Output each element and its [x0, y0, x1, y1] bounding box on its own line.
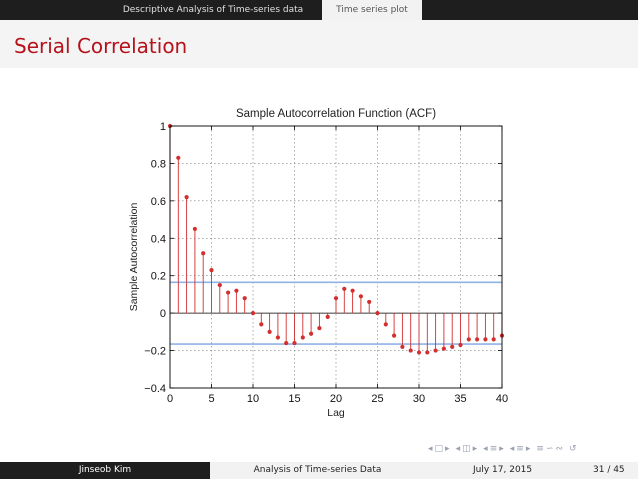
beamer-nav-icon[interactable]: ∽ — [545, 444, 554, 454]
x-tick-label: 10 — [247, 393, 259, 405]
y-tick-label: 0.2 — [151, 271, 166, 283]
acf-point — [416, 350, 422, 355]
beamer-nav-icon[interactable]: ◂ — [455, 444, 461, 454]
acf-point — [300, 335, 305, 340]
acf-point — [333, 296, 339, 301]
acf-point — [217, 282, 222, 288]
acf-point — [176, 155, 181, 160]
subsection-link[interactable]: Time series plot — [322, 0, 422, 20]
beamer-nav-icon[interactable]: ◂ — [483, 444, 488, 454]
footer-date-page: July 17, 2015 31 / 45 — [425, 462, 638, 479]
section-link[interactable]: Descriptive Analysis of Time-series data — [122, 5, 304, 15]
beamer-nav-icon[interactable]: ∾ — [555, 444, 564, 454]
beamer-nav-icon[interactable]: ▸ — [472, 444, 478, 454]
x-tick-label: 30 — [413, 393, 425, 405]
y-tick-label: 0.4 — [151, 233, 166, 245]
acf-point — [458, 342, 463, 348]
acf-point — [309, 331, 314, 336]
acf-point — [242, 296, 247, 301]
acf-point — [292, 340, 297, 346]
x-tick-label: 15 — [288, 393, 300, 405]
acf-point — [284, 340, 289, 346]
footer-page-number: 31 / 45 — [593, 465, 625, 475]
x-tick-label: 35 — [454, 393, 466, 405]
footer-bar: Jinseob Kim Analysis of Time-series Data… — [0, 462, 638, 479]
beamer-nav-icon[interactable]: ≡ — [516, 444, 524, 454]
frame-title: Serial Correlation — [14, 34, 188, 58]
acf-point — [367, 299, 372, 305]
acf-point — [209, 268, 214, 273]
y-tick-label: 0.8 — [151, 158, 166, 170]
beamer-nav-icon[interactable]: ▸ — [445, 444, 450, 454]
acf-point — [342, 286, 347, 291]
x-tick-label: 20 — [330, 393, 342, 405]
acf-point — [184, 195, 189, 200]
acf-point — [433, 348, 438, 353]
y-axis-label: Sample Autocorrelation — [128, 203, 140, 312]
acf-point — [250, 311, 256, 316]
y-tick-label: 0 — [160, 308, 166, 320]
x-tick-label: 25 — [371, 393, 383, 405]
beamer-navigation-symbols[interactable]: ◂ □ ▸ ◂ ◫ ▸ ◂ ≡ ▸ ◂ ≡ ▸ ≡ ∽ ∾ ↺ — [428, 444, 579, 454]
acf-point — [317, 326, 322, 331]
beamer-nav-icon[interactable]: ◫ — [462, 444, 471, 454]
x-tick-label: 40 — [496, 393, 508, 405]
acf-point — [275, 335, 280, 340]
footer-title: Analysis of Time-series Data — [210, 462, 425, 479]
acf-point — [192, 226, 197, 232]
beamer-nav-icon[interactable]: ▸ — [525, 444, 531, 454]
beamer-nav-icon[interactable]: ≡ — [489, 444, 498, 454]
section-navigation-bar: Descriptive Analysis of Time-series data… — [0, 0, 638, 20]
acf-point — [425, 350, 430, 355]
acf-point — [234, 288, 239, 293]
beamer-nav-icon[interactable]: □ — [434, 444, 444, 454]
beamer-nav-icon[interactable]: ▸ — [499, 444, 504, 454]
y-tick-label: 1 — [160, 121, 166, 133]
acf-point — [350, 288, 355, 293]
acf-point — [450, 344, 455, 349]
acf-point — [358, 294, 363, 299]
acf-point — [383, 322, 388, 327]
beamer-nav-icon[interactable]: ◂ — [428, 444, 433, 454]
acf-point — [408, 348, 413, 353]
beamer-nav-icon[interactable]: ↺ — [569, 444, 577, 454]
acf-point — [259, 322, 264, 327]
acf-point — [491, 337, 496, 342]
acf-point — [226, 290, 231, 295]
acf-point — [483, 337, 488, 342]
footer-author: Jinseob Kim — [0, 462, 210, 479]
acf-point — [375, 311, 380, 316]
acf-chart: Sample Autocorrelation Function (ACF) Sa… — [128, 108, 508, 419]
beamer-nav-icon[interactable]: ≡ — [536, 444, 544, 454]
acf-point — [267, 329, 272, 334]
acf-point — [475, 337, 480, 342]
x-tick-label: 5 — [208, 393, 214, 405]
acf-point — [325, 314, 330, 319]
acf-point — [441, 346, 446, 351]
footer-date: July 17, 2015 — [473, 465, 533, 475]
chart-title: Sample Autocorrelation Function (ACF) — [236, 108, 436, 120]
acf-point — [392, 333, 397, 338]
y-tick-label: −0.2 — [144, 346, 166, 358]
beamer-nav-icon[interactable]: ◂ — [509, 444, 515, 454]
acf-point — [466, 337, 471, 342]
frame-title-bar — [0, 20, 638, 68]
y-tick-label: 0.6 — [151, 196, 166, 208]
acf-point — [201, 251, 206, 256]
x-tick-label: 0 — [167, 393, 173, 405]
acf-point — [400, 344, 405, 349]
x-axis-label: Lag — [327, 407, 345, 419]
y-tick-label: −0.4 — [144, 383, 166, 395]
